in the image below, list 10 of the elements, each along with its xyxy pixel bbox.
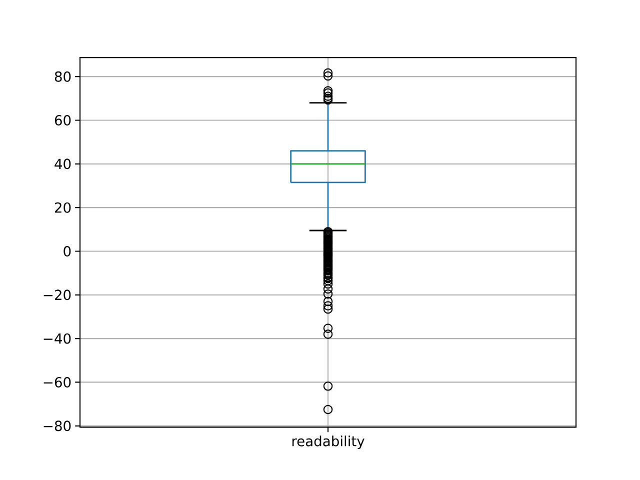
y-tick-label: −60 xyxy=(44,376,71,388)
y-tick-label: 20 xyxy=(54,202,71,213)
y-tick-label: −40 xyxy=(44,333,71,344)
y-tick-label: 60 xyxy=(54,115,71,126)
y-tick-label: 0 xyxy=(64,246,71,256)
y-tick-label: 40 xyxy=(54,158,71,170)
y-tick-label: −80 xyxy=(44,420,71,432)
y-tick-label: −20 xyxy=(44,290,71,300)
y-tick-label: 80 xyxy=(54,71,71,82)
x-tick-label: readability xyxy=(292,436,364,450)
